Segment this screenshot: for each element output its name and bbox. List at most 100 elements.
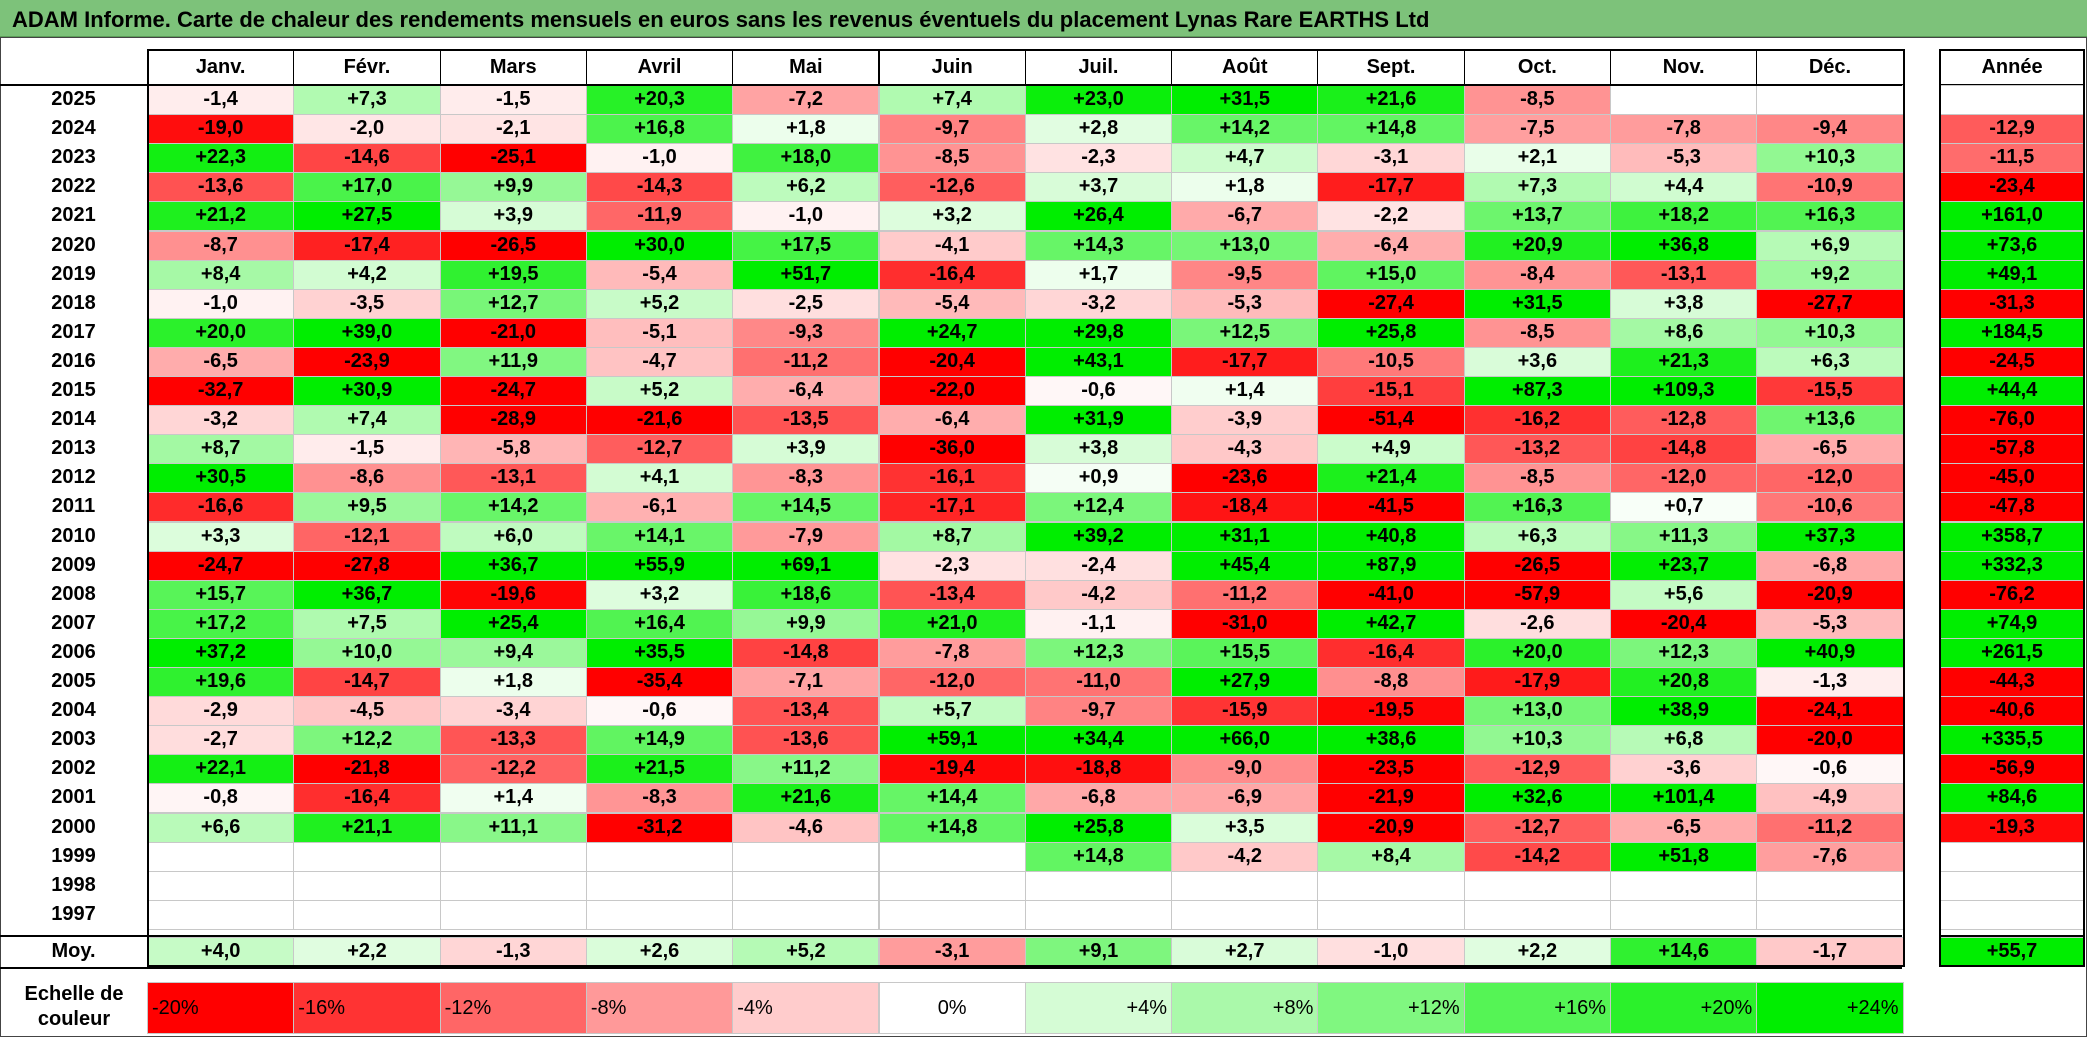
heatmap-cell: +12,5 [1171, 317, 1319, 348]
heatmap-cell [147, 841, 295, 872]
heatmap-cell: -8,6 [293, 463, 441, 494]
heatmap-cell: -20,4 [1610, 608, 1758, 639]
heatmap-cell [878, 841, 1026, 872]
heatmap-cell: -6,1 [585, 492, 734, 523]
heatmap-cell: -1,3 [1756, 667, 1904, 698]
heatmap-cell: -3,2 [1024, 288, 1173, 319]
heatmap-cell: -17,7 [1317, 172, 1465, 203]
annual-cell: +161,0 [1939, 201, 2085, 232]
heatmap-cell: +14,5 [732, 492, 880, 523]
heatmap-cell: +15,5 [1171, 637, 1319, 668]
heatmap-cell: +11,1 [439, 812, 587, 843]
heatmap-cell [1024, 899, 1173, 930]
scale-swatch: 0% [878, 982, 1026, 1034]
heatmap-cell: -16,1 [878, 463, 1026, 494]
heatmap-cell: +21,0 [878, 608, 1026, 639]
page-title: ADAM Informe. Carte de chaleur des rende… [12, 7, 1430, 32]
heatmap-cell: +21,6 [732, 783, 880, 814]
heatmap-cell: -17,9 [1463, 667, 1611, 698]
year-label: 2002 [51, 757, 96, 780]
scale-swatch: +16% [1463, 982, 1611, 1034]
annual-cell: +335,5 [1939, 725, 2085, 756]
heatmap-cell [1610, 85, 1758, 116]
heatmap-cell: -9,5 [1171, 259, 1319, 290]
heatmap-cell [732, 870, 880, 901]
heatmap-cell [732, 841, 880, 872]
heatmap-cell: -15,5 [1756, 376, 1904, 407]
annual-cell [1939, 899, 2085, 930]
heatmap-cell: -9,0 [1171, 754, 1319, 785]
year-label: 2003 [51, 728, 96, 751]
heatmap-cell: +14,4 [878, 783, 1026, 814]
heatmap-cell: +11,9 [439, 346, 587, 377]
heatmap-cell [1610, 870, 1758, 901]
month-header-9: Sept. [1317, 49, 1465, 85]
annual-cell: +49,1 [1939, 259, 2085, 290]
heatmap-cell: -13,4 [878, 579, 1026, 610]
heatmap-cell: -10,6 [1756, 492, 1904, 523]
scale-swatch: +4% [1024, 982, 1173, 1034]
heatmap-cell [1756, 899, 1904, 930]
heatmap-cell: +14,9 [585, 725, 734, 756]
heatmap-cell [439, 899, 587, 930]
heatmap-cell: +10,3 [1756, 143, 1904, 174]
heatmap-cell [293, 899, 441, 930]
heatmap-cell: -23,6 [1171, 463, 1319, 494]
heatmap-cell: +3,5 [1171, 812, 1319, 843]
heatmap-cell: +31,9 [1024, 405, 1173, 436]
heatmap-cell: -0,6 [1024, 376, 1173, 407]
heatmap-cell: -10,5 [1317, 346, 1465, 377]
heatmap-cell: +43,1 [1024, 346, 1173, 377]
heatmap-cell: +4,9 [1317, 434, 1465, 465]
heatmap-cell: -2,4 [1024, 550, 1173, 581]
heatmap-cell: -6,4 [878, 405, 1026, 436]
heatmap-cell: -8,5 [1463, 85, 1611, 116]
heatmap-cell: -2,3 [1024, 143, 1173, 174]
year-label: 2005 [51, 670, 96, 692]
heatmap-cell: +21,4 [1317, 463, 1465, 494]
heatmap-cell: +31,5 [1463, 288, 1611, 319]
heatmap-cell: +34,4 [1024, 725, 1173, 756]
heatmap-cell: +9,2 [1756, 259, 1904, 290]
heatmap-cell: +27,9 [1171, 667, 1319, 698]
annual-cell: +73,6 [1939, 230, 2085, 261]
heatmap-cell: +20,0 [1463, 637, 1611, 668]
header-divider [0, 84, 1902, 86]
heatmap-cell: +5,7 [878, 696, 1026, 727]
heatmap-cell: -6,5 [147, 346, 295, 377]
heatmap-cell: -24,7 [147, 550, 295, 581]
heatmap-cell: -12,7 [1463, 812, 1611, 843]
heatmap-cell: -17,1 [878, 492, 1026, 523]
heatmap-cell: +36,7 [293, 579, 441, 610]
heatmap-cell: +0,9 [1024, 463, 1173, 494]
heatmap-cell: -25,1 [439, 143, 587, 174]
average-annual-cell: +55,7 [1939, 937, 2085, 967]
month-header-2: Févr. [293, 49, 441, 85]
month-header-12: Déc. [1756, 49, 1904, 85]
heatmap-cell: +14,8 [878, 812, 1026, 843]
heatmap-cell: +14,1 [585, 521, 734, 552]
heatmap-cell: -2,3 [878, 550, 1026, 581]
heatmap-cell: +8,7 [147, 434, 295, 465]
heatmap-cell: +9,4 [439, 637, 587, 668]
heatmap-cell: +31,1 [1171, 521, 1319, 552]
heatmap-cell: +15,0 [1317, 259, 1465, 290]
heatmap-cell: -31,2 [585, 812, 734, 843]
heatmap-cell: +6,6 [147, 812, 295, 843]
heatmap-cell: -7,6 [1756, 841, 1904, 872]
heatmap-cell: +8,7 [878, 521, 1026, 552]
heatmap-cell: +40,9 [1756, 637, 1904, 668]
heatmap-cell: -12,7 [585, 434, 734, 465]
heatmap-cell: -13,1 [439, 463, 587, 494]
heatmap-cell: +8,4 [1317, 841, 1465, 872]
heatmap-cell: -14,7 [293, 667, 441, 698]
annual-cell: -57,8 [1939, 434, 2085, 465]
heatmap-cell: +22,1 [147, 754, 295, 785]
heatmap-cell: +6,2 [732, 172, 880, 203]
heatmap-cell: +14,2 [1171, 114, 1319, 145]
heatmap-cell [585, 870, 734, 901]
heatmap-cell: -51,4 [1317, 405, 1465, 436]
heatmap-cell [1610, 899, 1758, 930]
heatmap-cell: +20,8 [1610, 667, 1758, 698]
heatmap-cell: +12,3 [1610, 637, 1758, 668]
